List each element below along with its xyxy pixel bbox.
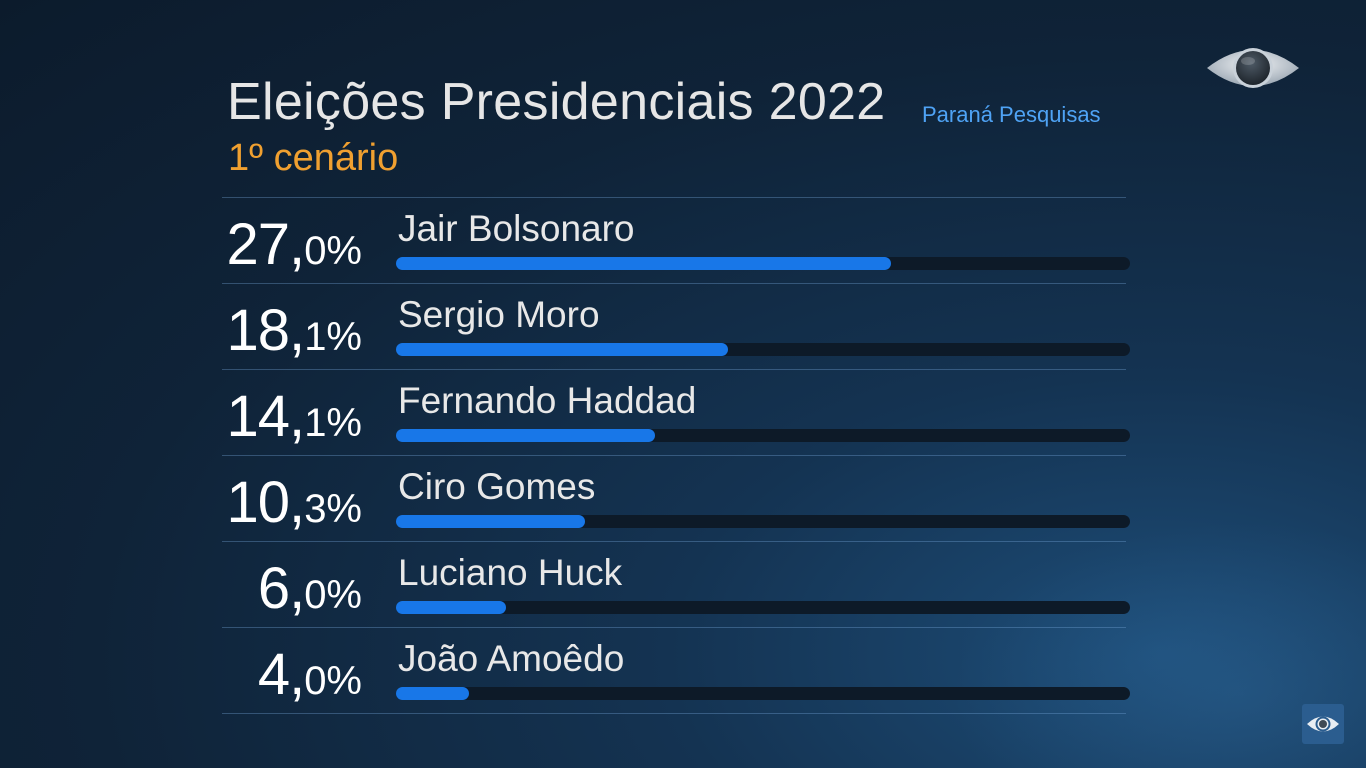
ranking-chart: 27,0% Jair Bolsonaro 18,1% Sergio Moro 1… <box>222 197 1130 714</box>
poll-source: Paraná Pesquisas <box>922 102 1101 127</box>
percent-label: 6,0% <box>258 560 362 618</box>
percent-dec: 3% <box>304 487 362 531</box>
candidate-name: Sergio Moro <box>398 294 600 335</box>
candidate-row: 14,1% Fernando Haddad <box>222 369 1130 455</box>
bar-track <box>396 687 1130 700</box>
bar-fill <box>396 687 470 700</box>
percent-label: 27,0% <box>227 216 362 274</box>
chart-title: Eleições Presidenciais 2022 <box>227 73 886 131</box>
percent-dec: 1% <box>304 315 362 359</box>
bar-track <box>396 601 1130 614</box>
bar-fill <box>396 257 892 270</box>
chart-subtitle: 1º cenário <box>228 137 399 179</box>
percent-dec: 0% <box>304 573 362 617</box>
candidate-name: Ciro Gomes <box>398 466 596 507</box>
percent-label: 14,1% <box>227 388 362 446</box>
percent-label: 4,0% <box>258 646 362 704</box>
percent-int: 6, <box>257 556 305 621</box>
percent-dec: 1% <box>304 401 362 445</box>
candidate-name: Jair Bolsonaro <box>398 208 635 249</box>
bar-track <box>396 257 1130 270</box>
percent-int: 4, <box>257 642 305 707</box>
bar-fill <box>396 429 655 442</box>
bar-track <box>396 515 1130 528</box>
percent-label: 10,3% <box>227 474 362 532</box>
percent-int: 27, <box>226 212 306 277</box>
percent-int: 14, <box>226 384 306 449</box>
candidate-row: 6,0% Luciano Huck <box>222 541 1130 627</box>
corner-logo-icon <box>1302 704 1344 744</box>
broadcaster-logo-icon <box>1205 40 1301 96</box>
bar-fill <box>396 601 507 614</box>
percent-int: 18, <box>226 298 306 363</box>
percent-dec: 0% <box>304 659 362 703</box>
percent-int: 10, <box>226 470 306 535</box>
candidate-row: 4,0% João Amoêdo <box>222 627 1130 714</box>
bar-fill <box>396 343 729 356</box>
candidate-name: João Amoêdo <box>398 638 625 679</box>
candidate-name: Fernando Haddad <box>398 380 697 421</box>
percent-dec: 0% <box>304 229 362 273</box>
candidate-row: 18,1% Sergio Moro <box>222 283 1130 369</box>
candidate-name: Luciano Huck <box>398 552 623 593</box>
candidate-row: 27,0% Jair Bolsonaro <box>222 197 1130 283</box>
bar-track <box>396 343 1130 356</box>
bar-fill <box>396 515 585 528</box>
bar-track <box>396 429 1130 442</box>
percent-label: 18,1% <box>227 302 362 360</box>
candidate-row: 10,3% Ciro Gomes <box>222 455 1130 541</box>
